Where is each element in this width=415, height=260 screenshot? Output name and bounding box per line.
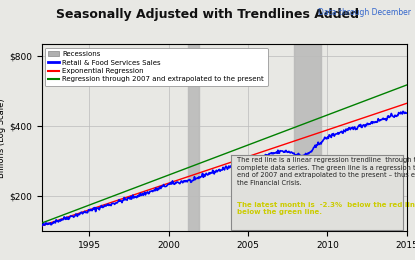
Text: The latest month is  -2.3%  below the red line and -23.3%
below the green line.: The latest month is -2.3% below the red … (237, 202, 415, 215)
Y-axis label: Billions (Log Scale): Billions (Log Scale) (0, 98, 6, 178)
Text: Seasonally Adjusted with Trendlines Added: Seasonally Adjusted with Trendlines Adde… (56, 8, 359, 21)
Text: The red line is a linear regression trendline  through the
complete data series.: The red line is a linear regression tren… (237, 157, 415, 186)
Bar (188, 44, 199, 231)
Bar (294, 44, 321, 231)
Text: Data through December: Data through December (318, 8, 411, 17)
Legend: Recessions, Retail & Food Services Sales, Exponential Regression, Regression thr: Recessions, Retail & Food Services Sales… (45, 48, 268, 86)
